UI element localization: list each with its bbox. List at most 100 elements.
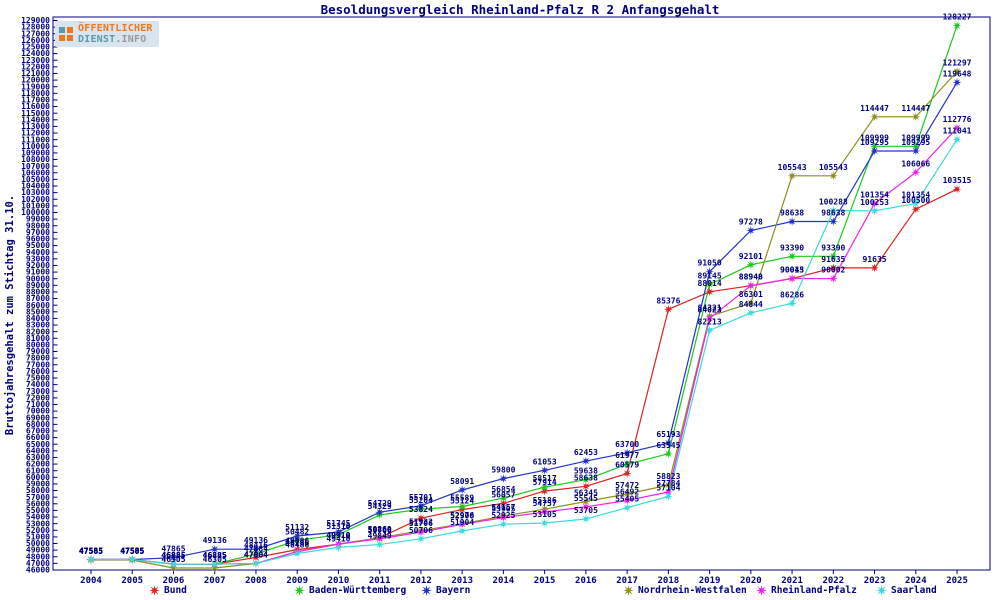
legend-star-icon	[294, 584, 305, 596]
y-tick-label: 72000	[26, 393, 50, 402]
data-point-label: 109295	[860, 138, 889, 147]
y-tick-label: 108000	[21, 155, 50, 164]
logo-line1: ÖFFENTLICHER	[78, 23, 153, 34]
data-point-label: 121297	[943, 58, 972, 67]
data-point-saarland-2019	[705, 325, 714, 335]
y-tick-label: 106000	[21, 168, 50, 177]
x-tick-label: 2006	[163, 576, 185, 586]
data-point-saarland-2007	[210, 559, 220, 569]
data-point-baden-w-rttemberg-2013	[457, 502, 467, 511]
legend-star-icon	[149, 584, 160, 596]
data-point-label: 49910	[326, 531, 350, 540]
y-tick-label: 70000	[26, 407, 50, 416]
data-point-baden-w-rttemberg-2021	[787, 251, 797, 261]
data-point-rheinland-pfalz-2025	[952, 123, 962, 133]
legend-label: Nordrhein-Westfalen	[638, 584, 747, 596]
data-point-bund-2014	[499, 499, 508, 508]
data-point-bund-2012	[416, 513, 426, 523]
x-tick-label: 2007	[204, 576, 226, 586]
x-tick-label: 2023	[864, 576, 886, 586]
y-tick-label: 48000	[26, 552, 50, 561]
data-point-label: 47585	[120, 547, 144, 556]
data-point-saarland-2015	[540, 518, 550, 528]
x-tick-label: 2004	[80, 576, 102, 586]
data-point-label: 105543	[819, 163, 848, 172]
legend-star-icon	[756, 584, 767, 596]
logo-line2: DIENST.INFO	[78, 34, 153, 45]
data-point-label: 84023	[698, 305, 722, 314]
data-point-label: 49410	[326, 534, 350, 543]
y-tick-label: 57000	[26, 493, 50, 502]
data-point-label: 46885	[203, 551, 227, 560]
data-point-saarland-2017	[622, 503, 632, 513]
y-tick-label: 63000	[26, 453, 50, 462]
data-point-baden-w-rttemberg-2008	[251, 549, 261, 559]
data-point-label: 65193	[656, 430, 680, 439]
data-point-bayern-2022	[828, 217, 838, 226]
legend-marker-icon	[876, 584, 887, 596]
legend-marker-icon	[756, 584, 767, 596]
data-point-label: 47585	[79, 547, 103, 556]
data-point-saarland-2013	[457, 526, 467, 536]
data-point-label: 93390	[821, 243, 845, 252]
x-tick-label: 2020	[740, 576, 762, 586]
data-point-label: 100288	[819, 198, 848, 207]
data-point-label: 86301	[739, 290, 763, 299]
data-point-label: 53705	[574, 506, 598, 515]
data-point-saarland-2009	[292, 549, 302, 558]
data-point-label: 111041	[943, 126, 972, 135]
data-point-label: 55204	[409, 496, 433, 505]
data-point-label: 109999	[901, 133, 930, 142]
data-point-label: 90045	[780, 265, 804, 274]
data-point-label: 48486	[285, 541, 309, 550]
data-point-nordrhein-westfalen-2020	[746, 298, 756, 308]
data-point-label: 49849	[368, 532, 392, 541]
x-tick-label: 2008	[245, 576, 267, 586]
y-tick-label: 87000	[26, 294, 50, 303]
data-point-label: 55124	[450, 497, 474, 506]
data-point-label: 57784	[656, 479, 680, 488]
data-point-rheinland-pfalz-2014	[499, 513, 508, 523]
data-point-label: 92101	[739, 252, 763, 261]
y-tick-label: 76000	[26, 367, 50, 376]
legend-marker-icon	[421, 584, 432, 596]
data-point-baden-w-rttemberg-2020	[746, 260, 756, 270]
data-point-label: 98638	[780, 209, 804, 218]
data-point-nordrhein-westfalen-2016	[581, 497, 591, 506]
legend-label: Saarland	[891, 584, 937, 596]
x-tick-label: 2021	[781, 576, 803, 586]
data-point-label: 98638	[821, 209, 845, 218]
y-tick-label: 73000	[26, 387, 50, 396]
data-point-saarland-2020	[746, 308, 756, 318]
data-point-label: 106066	[901, 159, 930, 168]
data-point-label: 53905	[491, 505, 515, 514]
series-line-bayern	[91, 82, 958, 561]
data-point-saarland-2004	[86, 555, 96, 564]
y-tick-label: 115000	[21, 109, 50, 118]
data-point-label: 60579	[615, 460, 639, 469]
y-tick-label: 129000	[21, 16, 50, 25]
data-point-label: 58091	[450, 477, 474, 486]
data-point-label: 52900	[450, 511, 474, 520]
data-point-label: 55589	[450, 494, 474, 503]
x-tick-label: 2013	[451, 576, 473, 586]
data-point-label: 47505	[79, 547, 103, 556]
data-point-label: 49910	[326, 531, 350, 540]
data-point-label: 56854	[491, 485, 515, 494]
data-point-saarland-2011	[375, 540, 385, 549]
y-tick-label: 97000	[26, 228, 50, 237]
series-line-rheinland-pfalz	[91, 127, 958, 565]
data-point-rheinland-pfalz-2021	[787, 274, 797, 283]
data-point-label: 55701	[409, 493, 433, 502]
data-point-label: 59800	[491, 466, 515, 475]
data-point-label: 46305	[203, 555, 227, 564]
data-point-label: 46885	[203, 551, 227, 560]
data-point-bayern-2011	[375, 507, 385, 517]
y-tick-label: 78000	[26, 354, 50, 363]
y-tick-label: 102000	[21, 195, 50, 204]
data-point-label: 47865	[161, 545, 185, 554]
y-tick-label: 66000	[26, 433, 50, 442]
data-point-label: 50706	[368, 526, 392, 535]
y-tick-label: 53000	[26, 519, 50, 528]
data-point-saarland-2016	[581, 514, 591, 524]
